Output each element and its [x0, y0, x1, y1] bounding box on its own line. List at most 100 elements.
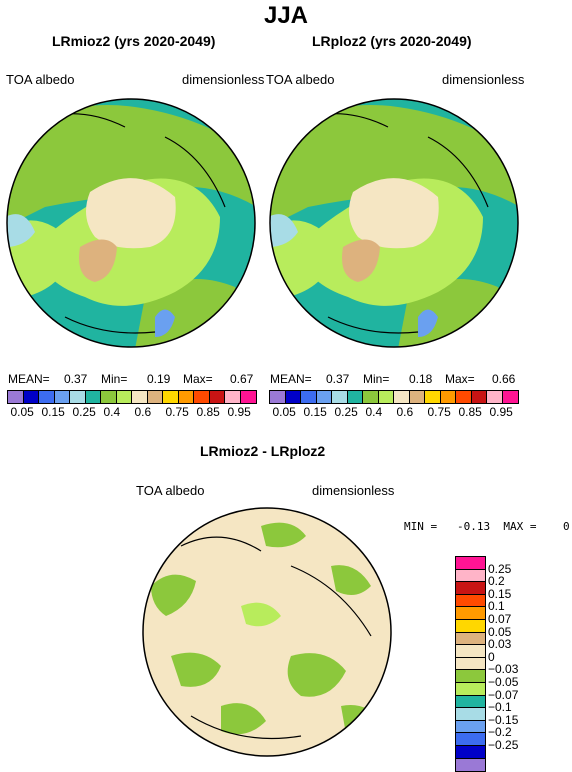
panel-2-title: LRploz2 (yrs 2020-2049) [312, 33, 472, 49]
panel-1-min-label: Min= [101, 372, 128, 386]
colorbar-tick-label: 0.4 [103, 405, 121, 419]
colorbar-swatch [456, 391, 472, 403]
colorbar-swatch [456, 758, 485, 772]
panel-2-max-value: 0.66 [492, 372, 516, 386]
colorbar-swatch [409, 391, 425, 403]
panel-1-min-value: 0.19 [147, 372, 171, 386]
colorbar-swatch [502, 391, 518, 403]
colorbar-tick-label: 0.15 [488, 586, 512, 601]
colorbar-swatch [456, 670, 485, 683]
colorbar-swatch [456, 557, 485, 570]
panel-2-max-label: Max= [445, 372, 475, 386]
colorbar-tick-label: 0.05 [488, 624, 512, 639]
colorbar-swatch [23, 391, 39, 403]
colorbar-swatch [394, 391, 410, 403]
colorbar-swatch [163, 391, 179, 403]
colorbar-swatch [8, 391, 24, 403]
panel-2-polar-map [269, 98, 519, 348]
colorbar-tick-label: 0.25 [334, 405, 358, 419]
colorbar-tick-label: 0 [488, 649, 495, 664]
colorbar-swatch [347, 391, 363, 403]
colorbar-tick-label: 0.07 [488, 612, 512, 626]
colorbar-swatch [194, 391, 210, 403]
colorbar-tick-label: −0.03 [488, 662, 519, 677]
colorbar-swatch [132, 391, 148, 403]
colorbar-tick-label: 0.75 [165, 405, 189, 419]
colorbar-tick-label: −0.1 [488, 700, 512, 715]
colorbar-swatch [70, 391, 86, 403]
colorbar-swatch [456, 695, 485, 709]
colorbar-swatch [456, 569, 485, 583]
panel-1-max-value: 0.67 [230, 372, 254, 386]
colorbar-swatch [456, 619, 485, 633]
colorbar-swatch [147, 391, 163, 403]
diff-colorbar [455, 556, 486, 772]
colorbar-tick-label: 0.1 [488, 599, 505, 614]
colorbar-swatch [456, 657, 485, 671]
colorbar-tick-label: −0.2 [488, 725, 512, 740]
colorbar-tick-label: −0.25 [488, 738, 519, 752]
diff-variable-label: TOA albedo [136, 483, 205, 498]
panel-1-units-label: dimensionless [182, 72, 265, 87]
colorbar-swatch [456, 645, 485, 658]
colorbar-swatch [39, 391, 55, 403]
panel-2-variable-label: TOA albedo [266, 72, 335, 87]
colorbar-tick-label: 0.05 [272, 405, 296, 419]
colorbar-tick-label: 0.25 [488, 561, 512, 576]
colorbar-tick-label: 0.6 [396, 405, 414, 419]
colorbar-tick-label: 0.95 [489, 405, 513, 419]
colorbar-swatch [425, 391, 441, 403]
colorbar-tick-label: 0.85 [196, 405, 220, 419]
panel-1-max-label: Max= [183, 372, 213, 386]
colorbar-tick-label: −0.07 [488, 687, 519, 702]
colorbar-tick-label: 0.75 [427, 405, 451, 419]
colorbar-swatch [456, 733, 485, 746]
colorbar-tick-label: 0.4 [365, 405, 383, 419]
panel-1-colorbar [7, 390, 257, 404]
colorbar-swatch [456, 582, 485, 595]
panel-1-polar-map [6, 98, 256, 348]
colorbar-tick-label: 0.15 [303, 405, 327, 419]
colorbar-swatch [332, 391, 348, 403]
colorbar-swatch [440, 391, 456, 403]
panel-2-units-label: dimensionless [442, 72, 525, 87]
panel-1-title: LRmioz2 (yrs 2020-2049) [52, 33, 216, 49]
colorbar-swatch [301, 391, 317, 403]
colorbar-tick-label: 0.2 [488, 574, 505, 589]
panel-2-colorbar [269, 390, 519, 404]
colorbar-swatch [363, 391, 379, 403]
panel-2-min-label: Min= [363, 372, 390, 386]
colorbar-swatch [471, 391, 487, 403]
diff-units-label: dimensionless [312, 483, 395, 498]
colorbar-swatch [240, 391, 256, 403]
colorbar-tick-label: 0.95 [227, 405, 251, 419]
colorbar-swatch [54, 391, 70, 403]
colorbar-swatch [456, 594, 485, 608]
panel-1-mean-label: MEAN= [8, 372, 50, 386]
colorbar-swatch [225, 391, 241, 403]
colorbar-swatch [456, 607, 485, 620]
colorbar-swatch [456, 745, 485, 759]
colorbar-swatch [456, 708, 485, 721]
panel-2-mean-value: 0.37 [326, 372, 350, 386]
colorbar-swatch [85, 391, 101, 403]
colorbar-swatch [456, 682, 485, 696]
colorbar-tick-label: 0.6 [134, 405, 152, 419]
figure-title: JJA [263, 2, 309, 29]
colorbar-tick-label: 0.03 [488, 637, 512, 652]
colorbar-swatch [101, 391, 117, 403]
diff-title: LRmioz2 - LRploz2 [200, 443, 326, 459]
diff-min-max-stats: MIN = -0.13 MAX = 0.08 [404, 520, 572, 533]
colorbar-swatch [116, 391, 132, 403]
panel-1-mean-value: 0.37 [64, 372, 88, 386]
colorbar-swatch [378, 391, 394, 403]
colorbar-tick-label: −0.05 [488, 675, 519, 689]
panel-1-variable-label: TOA albedo [6, 72, 75, 87]
colorbar-tick-label: 0.05 [10, 405, 34, 419]
colorbar-swatch [487, 391, 503, 403]
panel-2-min-value: 0.18 [409, 372, 433, 386]
colorbar-tick-label: 0.85 [458, 405, 482, 419]
colorbar-swatch [316, 391, 332, 403]
colorbar-swatch [456, 720, 485, 734]
colorbar-swatch [456, 632, 485, 646]
